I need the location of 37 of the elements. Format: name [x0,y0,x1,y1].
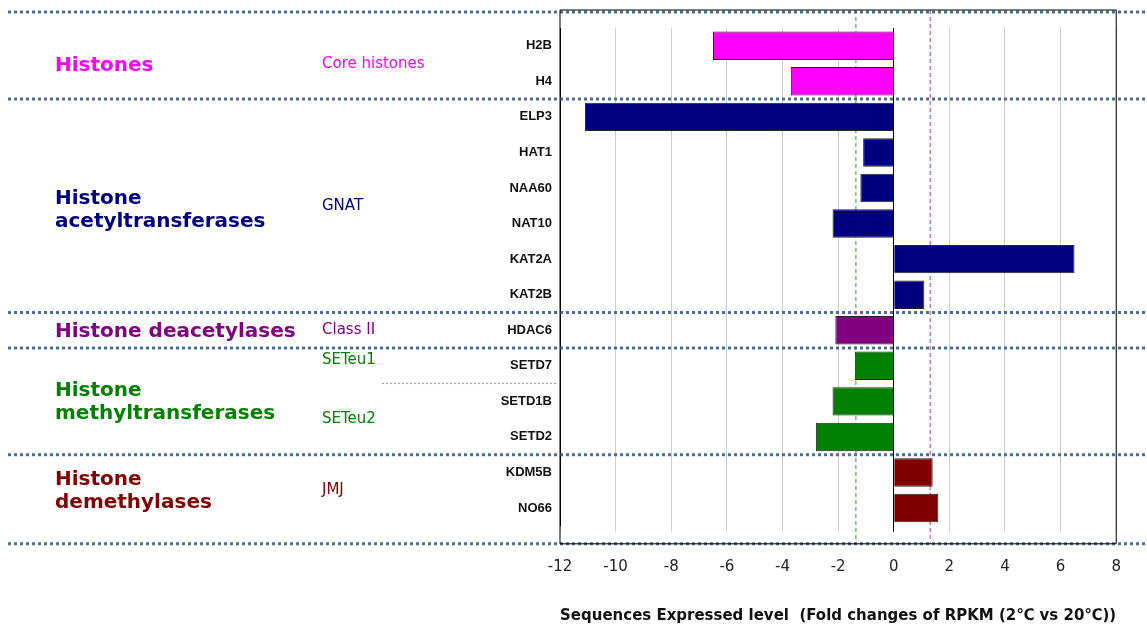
x-tick-label: 8 [1111,556,1121,575]
y-tick-label: HAT1 [519,144,552,160]
y-tick-label: SETD7 [510,357,552,373]
y-tick-label: NAT10 [511,215,552,231]
y-tick-label: HDAC6 [507,321,552,337]
y-tick-label: KAT2B [509,286,552,302]
text: SETeu2 [322,409,376,428]
y-tick-label: KDM5B [505,464,552,480]
text: GNAT [322,196,364,215]
text: Core histones [322,53,425,73]
y-tick-label: NO66 [518,499,552,515]
text: SETeu1 [322,350,376,370]
text: Histone demethylases [55,466,213,514]
y-tick-label: H2B [525,37,552,53]
text: Class II [322,320,376,339]
text: Histone deacetylases [55,317,296,342]
x-tick-label: 6 [1055,556,1066,575]
y-tick-label: ELP3 [519,108,552,124]
x-axis-title: Sequences Expressed level (Fold changes of RPKM (2℃ vs 20℃)) [560,605,1117,624]
y-tick-label: KAT2A [509,250,553,266]
y-tick-label: H4 [535,72,553,88]
x-tick-label: -2 [830,556,846,575]
x-tick-label: 4 [1000,556,1010,575]
text: Histones [55,51,155,76]
x-tick-label: -6 [719,556,735,575]
text: Histone methyltransferases [55,377,277,425]
y-tick-label: SETD2 [510,428,552,444]
x-tick-label: -4 [775,556,790,575]
x-tick-label: -12 [547,556,573,575]
x-tick-label: -8 [663,556,679,575]
x-tick-label: -10 [603,556,628,575]
y-tick-label: SETD1B [500,392,552,408]
y-tick-label: NAA60 [509,179,552,195]
text: JMJ [322,480,344,499]
x-tick-label: 2 [944,556,955,575]
text: Histone acetyltransferases [55,185,267,233]
x-tick-label: 0 [888,556,899,575]
